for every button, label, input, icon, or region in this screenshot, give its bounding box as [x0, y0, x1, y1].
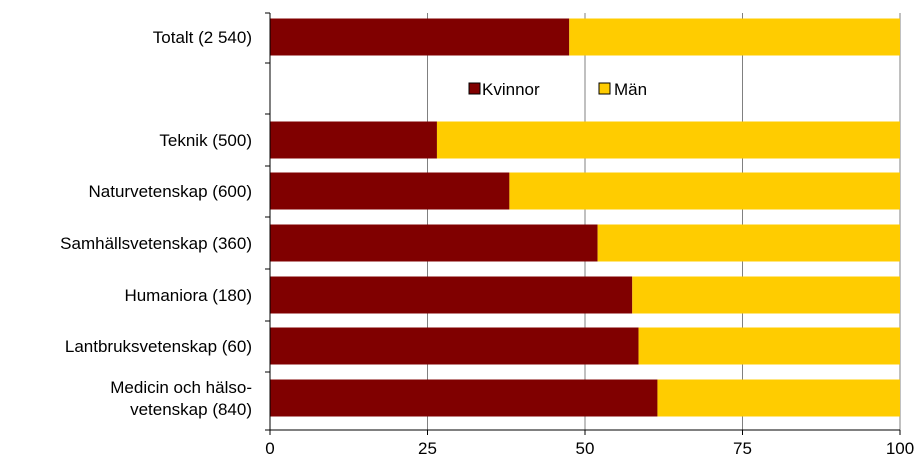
bar-kvinnor-6	[270, 379, 658, 417]
bar-man-2	[509, 172, 900, 210]
bar-kvinnor-0	[270, 18, 570, 56]
gridlines	[427, 13, 901, 430]
bar-man-1	[436, 121, 900, 159]
category-label-6: Medicin och hälso-vetenskap (840)	[110, 378, 252, 419]
legend: Kvinnor Män	[468, 80, 647, 99]
bar-kvinnor-1	[270, 121, 437, 159]
x-tick-label-50: 50	[576, 439, 595, 457]
category-label-4: Humaniora (180)	[124, 286, 252, 305]
category-label-5: Lantbruksvetenskap (60)	[65, 337, 252, 356]
x-tick-label-25: 25	[418, 439, 437, 457]
x-tick-label-100: 100	[886, 439, 914, 457]
axes	[265, 12, 901, 435]
bar-kvinnor-2	[270, 172, 510, 210]
bar-kvinnor-5	[270, 327, 639, 365]
category-label-2: Naturvetenskap (600)	[89, 182, 252, 201]
bar-man-3	[597, 224, 900, 262]
x-tick-label-0: 0	[265, 439, 274, 457]
category-label-3: Samhällsvetenskap (360)	[60, 234, 252, 253]
bars	[270, 18, 900, 417]
legend-swatch-kvinnor	[468, 82, 481, 95]
legend-label-kvinnor: Kvinnor	[482, 80, 540, 99]
x-tick-label-75: 75	[733, 439, 752, 457]
legend-swatch-man	[598, 82, 611, 95]
x-tick-labels: 0 25 50 75 100	[265, 439, 914, 457]
bar-man-6	[657, 379, 900, 417]
bar-man-5	[638, 327, 900, 365]
bar-kvinnor-4	[270, 276, 633, 314]
bar-kvinnor-3	[270, 224, 598, 262]
bar-man-4	[632, 276, 900, 314]
legend-label-man: Män	[614, 80, 647, 99]
category-label-0: Totalt (2 540)	[153, 28, 252, 47]
category-label-1: Teknik (500)	[159, 131, 252, 150]
category-labels: Totalt (2 540) Teknik (500) Naturvetenskap…	[60, 28, 252, 419]
bar-man-0	[569, 18, 900, 56]
